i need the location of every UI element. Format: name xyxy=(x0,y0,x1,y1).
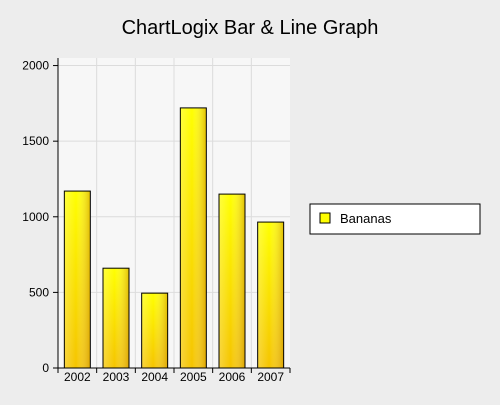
x-tick-label-2004: 2004 xyxy=(141,370,168,384)
bar-outline xyxy=(179,107,207,369)
x-tick-label-2007: 2007 xyxy=(257,370,284,384)
bar-outline xyxy=(63,190,91,369)
x-tick-label-2006: 2006 xyxy=(219,370,246,384)
bar-2007 xyxy=(257,221,285,369)
legend-label-bananas: Bananas xyxy=(340,211,392,226)
legend-box xyxy=(309,203,481,235)
bar-outline xyxy=(257,221,285,369)
y-axis-ticks: 0 500 1000 1500 2000 xyxy=(22,59,58,375)
bar-2006 xyxy=(218,193,246,369)
bars xyxy=(63,107,285,369)
bar-2004 xyxy=(141,292,169,369)
y-tick-label-3: 1500 xyxy=(22,134,49,148)
bar-2005 xyxy=(179,107,207,369)
bar-outline xyxy=(141,292,169,369)
chart-title: ChartLogix Bar & Line Graph xyxy=(122,17,379,39)
grid-lines xyxy=(58,58,290,369)
bar-2002 xyxy=(63,190,91,369)
y-tick-label-2: 1000 xyxy=(22,210,49,224)
y-tick-label-4: 2000 xyxy=(22,59,49,73)
x-tick-label-2003: 2003 xyxy=(103,370,130,384)
x-axis-ticks: 2002 2003 2004 2005 2006 2007 xyxy=(57,368,291,384)
y-tick-label-1: 500 xyxy=(29,285,49,299)
x-tick-label-2002: 2002 xyxy=(64,370,91,384)
x-tick-label-2005: 2005 xyxy=(180,370,207,384)
y-tick-label-0: 0 xyxy=(42,361,49,375)
bar-2003 xyxy=(102,267,130,369)
bar-outline xyxy=(218,193,246,369)
bar-outline xyxy=(102,267,130,369)
legend-swatch xyxy=(319,212,331,224)
legend: Bananas xyxy=(309,203,481,235)
